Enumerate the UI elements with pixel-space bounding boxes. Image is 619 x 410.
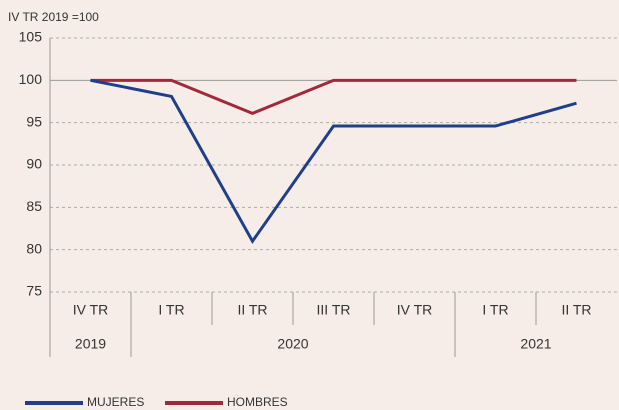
y-tick-label: 100	[19, 71, 43, 87]
y-tick-label: 105	[19, 29, 43, 45]
legend-label: HOMBRES	[227, 395, 288, 409]
x-tick-label: IV TR	[73, 302, 109, 318]
x-group-label: 2020	[277, 336, 308, 352]
x-tick-label: I TR	[158, 302, 184, 318]
y-axis-label: IV TR 2019 =100	[8, 10, 99, 24]
x-tick-label: II TR	[237, 302, 267, 318]
x-group-label: 2021	[520, 336, 551, 352]
x-tick-label: II TR	[561, 302, 591, 318]
line-series	[90, 78, 577, 115]
x-tick-label: III TR	[317, 302, 351, 318]
y-tick-label: 80	[26, 240, 42, 256]
y-tick-label: 85	[26, 198, 42, 214]
y-tick-label: 95	[26, 113, 42, 129]
x-tick-label: IV TR	[397, 302, 433, 318]
line-series	[90, 78, 577, 245]
y-tick-label: 90	[26, 156, 42, 172]
x-tick-label: I TR	[482, 302, 508, 318]
legend-label: MUJERES	[87, 395, 144, 409]
y-tick-label: 75	[26, 283, 42, 299]
x-group-label: 2019	[75, 336, 106, 352]
